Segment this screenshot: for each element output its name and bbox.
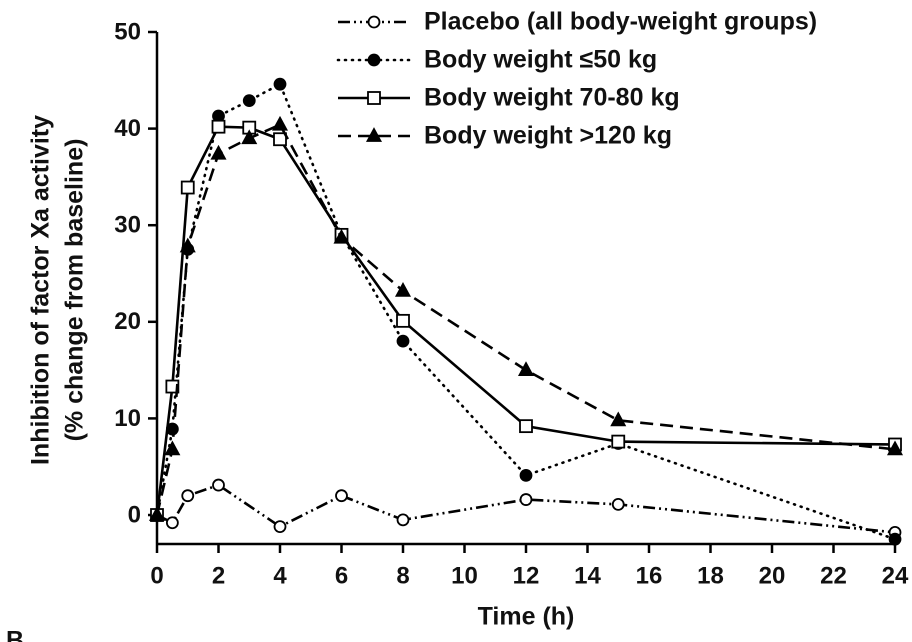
x-tick-label: 8 xyxy=(396,562,409,589)
legend-marker xyxy=(367,15,381,29)
marker xyxy=(610,411,627,427)
marker xyxy=(517,361,535,377)
y-tick-label: 0 xyxy=(128,501,141,528)
marker xyxy=(165,516,179,530)
x-tick-label: 18 xyxy=(697,562,724,589)
marker xyxy=(519,493,533,506)
marker xyxy=(611,434,626,449)
x-tick-label: 24 xyxy=(882,562,909,589)
marker xyxy=(271,115,289,131)
marker xyxy=(519,469,533,482)
marker xyxy=(396,334,410,348)
y-tick-label: 20 xyxy=(114,308,141,335)
marker xyxy=(164,440,181,456)
marker xyxy=(273,77,287,91)
marker xyxy=(273,132,287,147)
marker xyxy=(211,119,226,134)
series-line xyxy=(155,123,896,516)
y-tick-label: 50 xyxy=(114,18,141,45)
marker xyxy=(519,419,533,434)
series-line xyxy=(156,483,896,534)
x-tick-label: 10 xyxy=(451,562,478,589)
marker xyxy=(210,144,227,160)
marker xyxy=(212,478,225,492)
marker xyxy=(179,237,196,253)
x-tick-label: 20 xyxy=(759,562,786,589)
marker xyxy=(333,228,350,244)
series-line xyxy=(155,82,897,541)
series-line xyxy=(155,125,896,516)
marker xyxy=(180,180,195,195)
x-tick-label: 6 xyxy=(335,562,348,589)
marker xyxy=(611,497,625,511)
marker xyxy=(181,489,195,503)
marker xyxy=(273,520,287,534)
x-tick-label: 16 xyxy=(636,562,663,589)
legend-label: Body weight 70-80 kg xyxy=(424,84,680,112)
legend-marker xyxy=(367,53,381,67)
y-tick-label: 10 xyxy=(114,405,141,432)
marker xyxy=(394,282,412,297)
marker xyxy=(241,129,258,145)
legend-label: Body weight ≤50 kg xyxy=(424,46,657,74)
x-axis-label: Time (h) xyxy=(478,603,575,631)
marker xyxy=(888,532,902,546)
x-tick-label: 22 xyxy=(820,562,847,589)
x-tick-label: 2 xyxy=(212,562,225,589)
marker xyxy=(148,506,166,521)
legend-marker xyxy=(365,127,383,142)
marker xyxy=(396,513,410,527)
x-tick-label: 12 xyxy=(513,562,540,589)
x-tick-label: 0 xyxy=(150,562,163,589)
x-tick-label: 4 xyxy=(273,562,287,589)
marker xyxy=(242,94,256,107)
marker xyxy=(335,489,348,503)
y-tick-label: 30 xyxy=(114,212,141,239)
marker xyxy=(396,313,410,328)
legend-marker xyxy=(367,91,381,105)
panel-label: B xyxy=(6,627,24,642)
legend-label: Placebo (all body-weight groups) xyxy=(424,8,817,36)
marker xyxy=(886,440,904,456)
x-tick-label: 14 xyxy=(574,562,601,589)
y-tick-label: 40 xyxy=(114,115,141,142)
y-axis-label: (% change from baseline) xyxy=(61,139,89,442)
legend-label: Body weight >120 kg xyxy=(424,122,672,150)
y-axis-label: Inhibition of factor Xa activity xyxy=(27,115,55,465)
